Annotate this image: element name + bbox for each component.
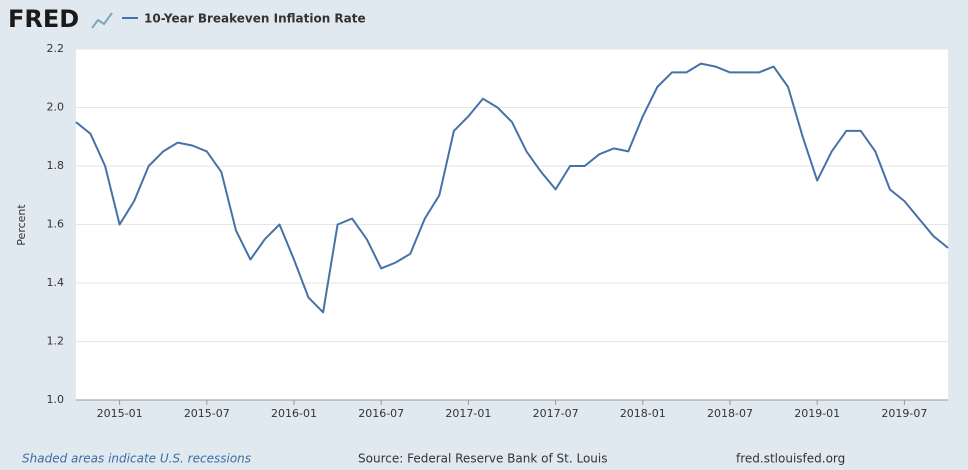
x-tick-label: 2017-01 xyxy=(445,407,491,420)
x-tick-label: 2015-07 xyxy=(184,407,230,420)
recession-note[interactable]: Shaded areas indicate U.S. recessions xyxy=(22,452,251,466)
y-tick-label: 2.2 xyxy=(47,42,65,55)
x-tick-label: 2016-01 xyxy=(271,407,317,420)
y-tick-label: 1.0 xyxy=(47,393,65,406)
y-tick-label: 1.6 xyxy=(47,218,65,231)
y-tick-label: 1.4 xyxy=(47,276,65,289)
logo-icon xyxy=(91,12,113,29)
x-tick-label: 2018-01 xyxy=(620,407,666,420)
y-tick-label: 2.0 xyxy=(47,101,65,114)
y-tick-label: 1.8 xyxy=(47,159,65,172)
x-tick-label: 2015-01 xyxy=(97,407,143,420)
x-tick-label: 2017-07 xyxy=(533,407,579,420)
legend-label: 10-Year Breakeven Inflation Rate xyxy=(144,12,366,26)
source: Source: Federal Reserve Bank of St. Loui… xyxy=(358,452,607,466)
y-tick-label: 1.2 xyxy=(47,335,65,348)
x-tick-label: 2016-07 xyxy=(358,407,404,420)
data-line xyxy=(75,62,949,314)
site[interactable]: fred.stlouisfed.org xyxy=(736,452,845,466)
y-axis-label: Percent xyxy=(15,204,28,246)
logo: FRED xyxy=(8,5,79,33)
x-tick-label: 2018-07 xyxy=(707,407,753,420)
x-tick-label: 2019-01 xyxy=(794,407,840,420)
x-tick-label: 2019-07 xyxy=(881,407,927,420)
